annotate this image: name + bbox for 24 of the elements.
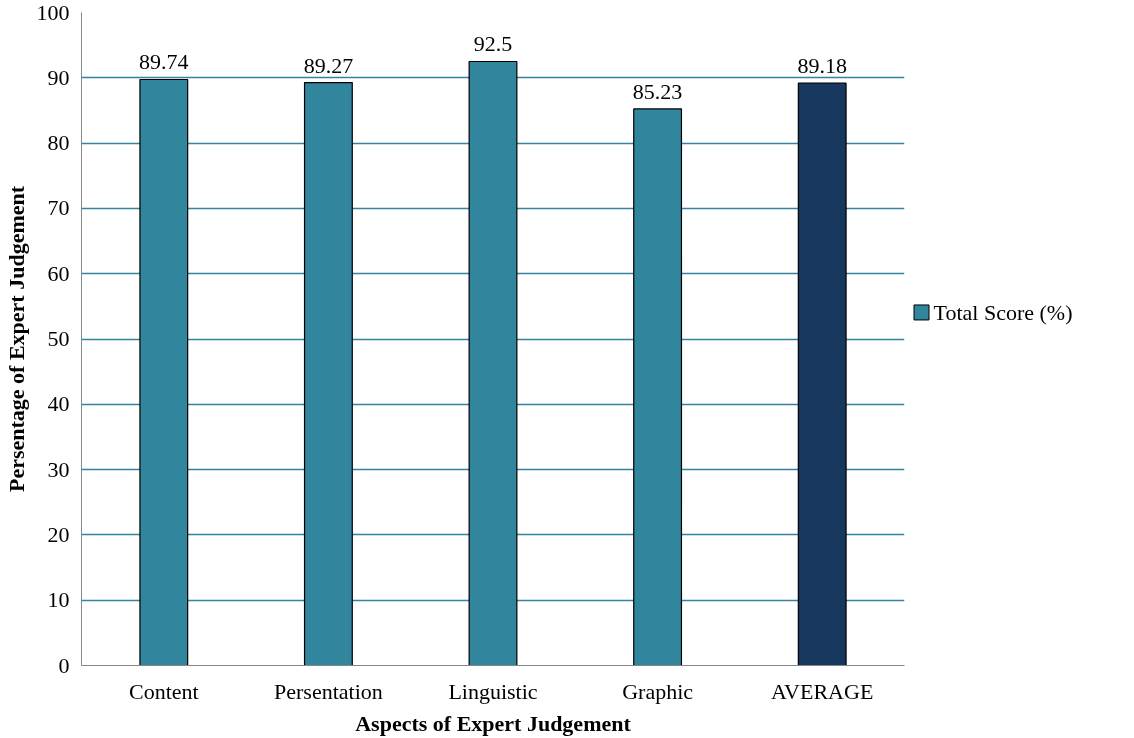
y-tick-label: 90 [47, 64, 70, 90]
y-tick-label: 70 [47, 195, 70, 221]
y-tick-label: 80 [47, 130, 70, 156]
y-tick-label: 100 [36, 0, 70, 25]
y-tick-label: 30 [47, 456, 70, 482]
y-tick-label: 40 [47, 391, 70, 417]
x-axis-title: Aspects of Expert Judgement [355, 710, 632, 736]
legend-label: Total Score (%) [933, 299, 1073, 325]
data-label: 89.27 [303, 52, 354, 78]
data-label: 89.18 [797, 53, 847, 79]
y-tick-label: 60 [47, 260, 70, 286]
y-tick-label: 50 [47, 326, 70, 351]
y-tick-label: 0 [58, 652, 70, 678]
y-tick-label: 20 [47, 521, 70, 547]
y-tick-label: 10 [47, 587, 70, 613]
x-tick-label: Persentation [274, 678, 383, 704]
x-tick-label: AVERAGE [771, 678, 874, 704]
x-tick-label: Linguistic [448, 678, 538, 704]
x-tick-label: Graphic [622, 678, 694, 704]
data-label: 85.23 [632, 78, 683, 104]
data-label: 89.74 [139, 49, 189, 75]
x-tick-label: Content [128, 678, 199, 704]
data-label: 92.5 [473, 31, 513, 57]
y-axis-title: Persentage of Expert Judgement [3, 185, 29, 493]
